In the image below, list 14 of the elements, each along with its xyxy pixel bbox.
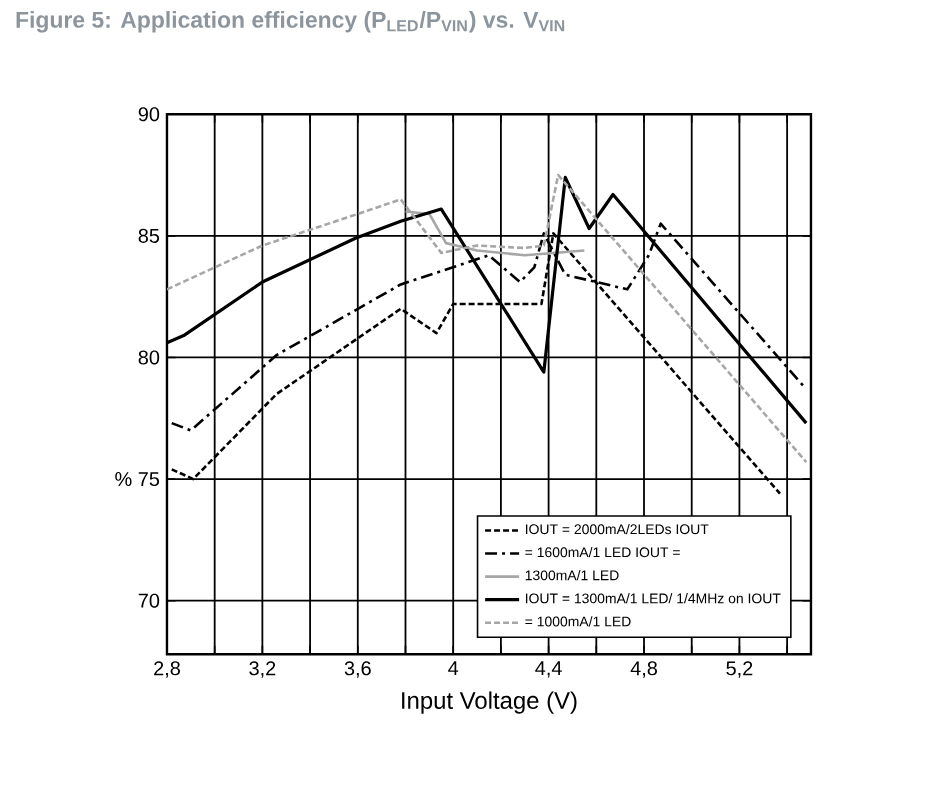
x-tick-label: 4,8 [630,661,657,678]
y-tick-label: 80 [138,350,160,365]
x-tick-label: 4,4 [535,661,562,678]
y-tick-label: % 75 [115,472,160,487]
x-tick-label: 3,2 [249,661,276,678]
y-tick-label: 85 [138,228,160,243]
y-tick-label: 90 [138,107,160,122]
chart-title: Figure 5: Application efficiency (P$_{LED}$/P$_{VIN}$) vs. V$_{VIN}$ [16,11,565,33]
x-tick-label: 5,2 [726,661,753,678]
x-tick-label: 4 [448,661,459,675]
x-tick-label: 3,6 [344,661,371,678]
y-tick-label: 70 [138,593,160,608]
x-tick-label: 2,8 [154,661,180,678]
x-axis-title: Input Voltage (V) [402,691,577,714]
